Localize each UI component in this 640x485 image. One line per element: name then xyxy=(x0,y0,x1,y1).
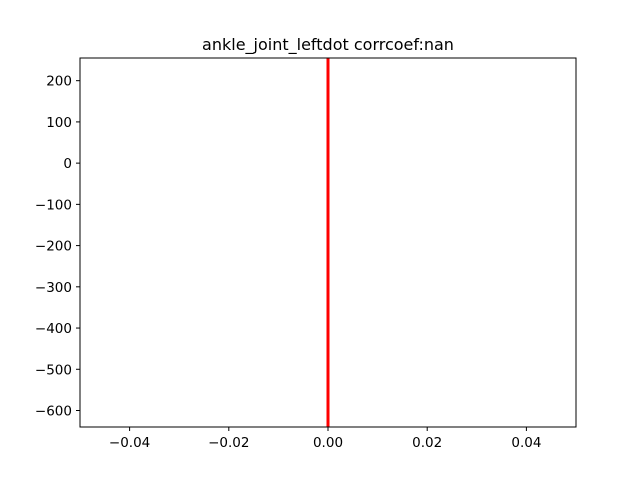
y-tick-label: −100 xyxy=(35,197,72,213)
y-tick-label: −200 xyxy=(35,239,72,255)
x-tick-label: 0.00 xyxy=(313,435,343,451)
x-tick-label: −0.04 xyxy=(109,435,150,451)
x-axis: −0.04 −0.02 0.00 0.02 0.04 xyxy=(109,427,541,451)
y-tick-label: 200 xyxy=(46,74,72,90)
y-axis: 200 100 0 −100 −200 −300 −400 −500 −600 xyxy=(35,74,80,420)
x-tick-label: 0.02 xyxy=(412,435,442,451)
y-tick-label: −600 xyxy=(35,404,72,420)
y-tick-label: 0 xyxy=(63,156,72,172)
y-tick-label: −400 xyxy=(35,321,72,337)
chart-title: ankle_joint_leftdot corrcoef:nan xyxy=(202,35,454,55)
y-tick-label: −300 xyxy=(35,280,72,296)
x-tick-label: −0.02 xyxy=(208,435,249,451)
y-tick-label: −500 xyxy=(35,362,72,378)
y-tick-label: 100 xyxy=(46,115,72,131)
x-tick-label: 0.04 xyxy=(511,435,541,451)
